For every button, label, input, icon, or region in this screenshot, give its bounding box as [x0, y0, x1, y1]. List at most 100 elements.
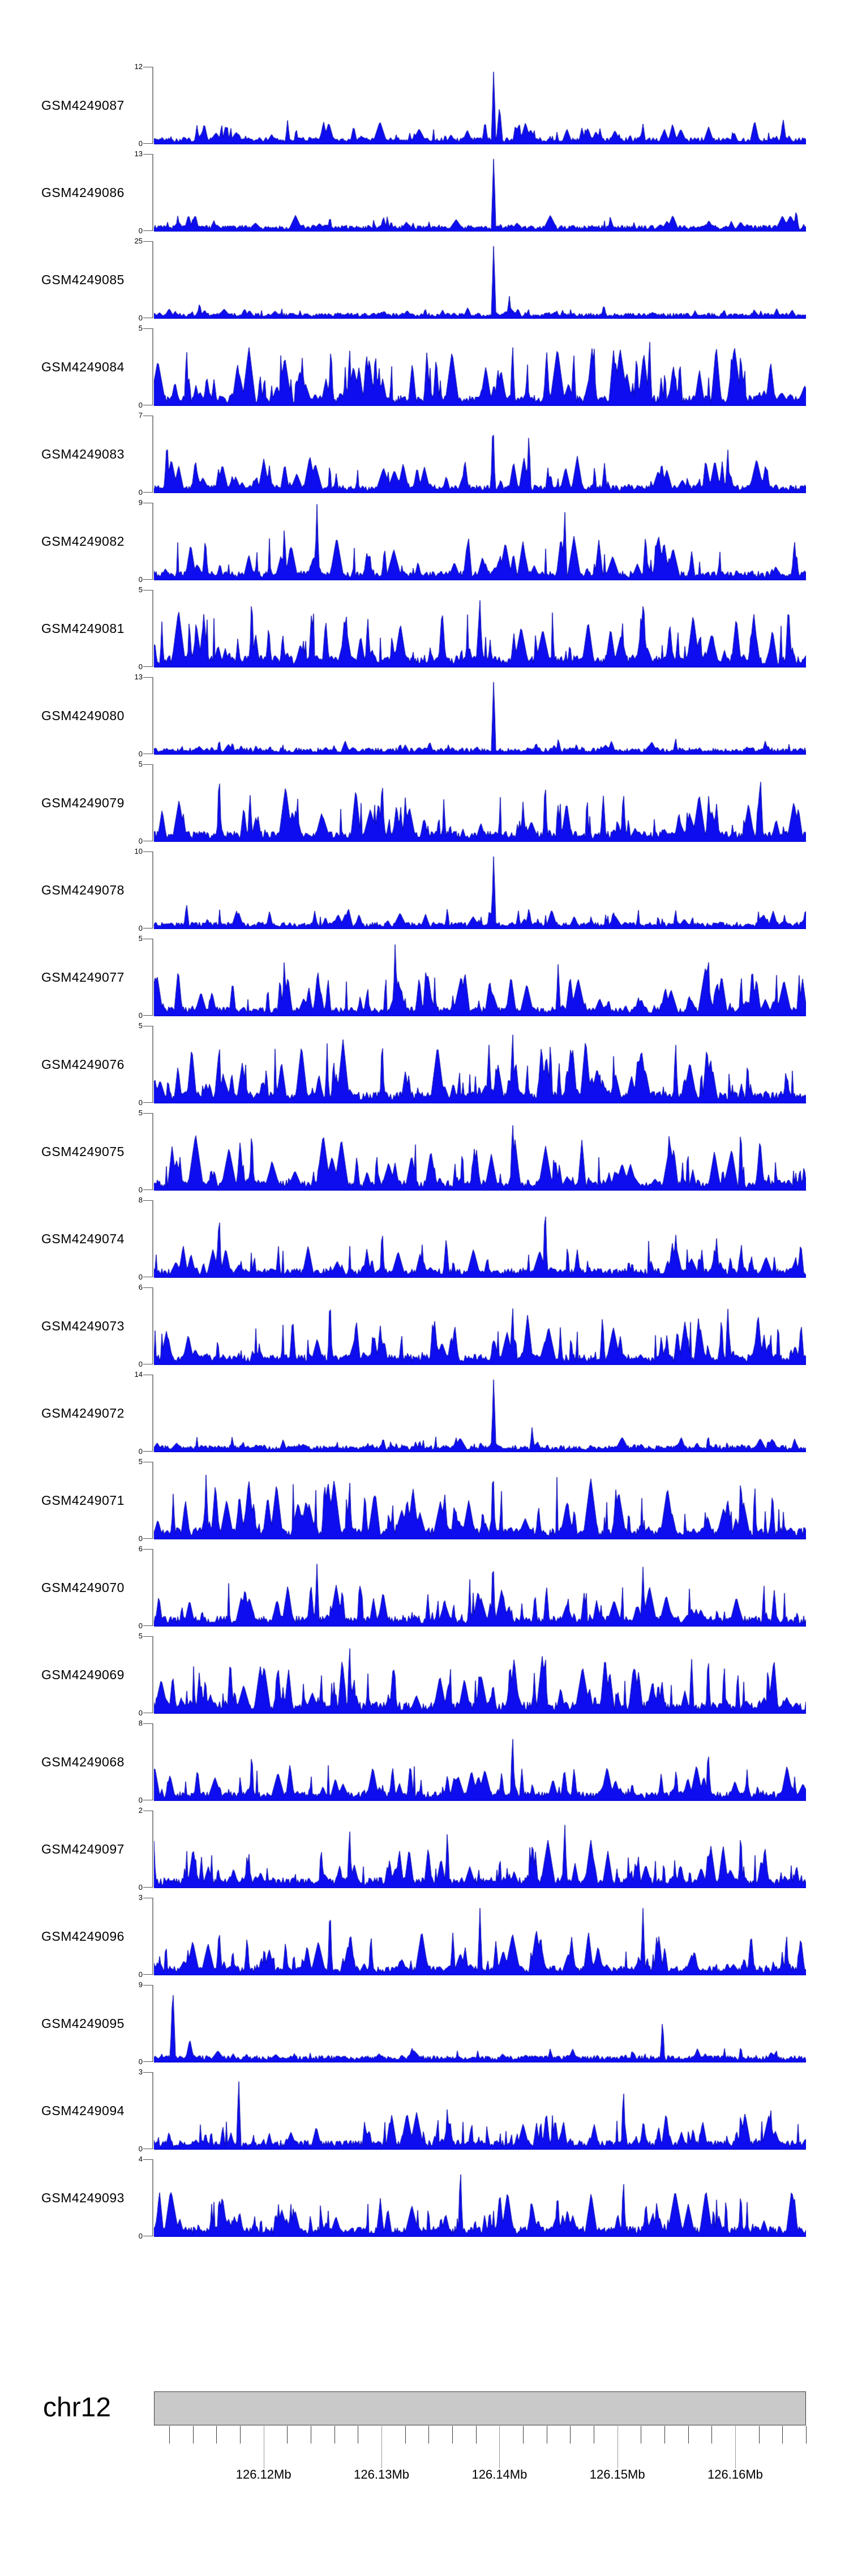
y-axis-bottom-tick	[143, 579, 153, 580]
y-axis-zero-label: 0	[138, 1447, 143, 1456]
y-axis-zero-label: 0	[138, 750, 143, 758]
signal-area-plot	[154, 764, 806, 842]
ruler-minor-tick	[216, 2426, 217, 2444]
track-label: GSM4249072	[41, 1406, 125, 1420]
y-axis-max-label: 13	[134, 673, 143, 681]
signal-area-plot	[154, 1549, 806, 1627]
y-axis-line	[152, 1462, 153, 1539]
track-row: GSM4249072 14 0	[0, 1370, 849, 1462]
signal-area-plot	[154, 328, 806, 406]
track-label: GSM4249093	[41, 2190, 125, 2205]
y-axis-bottom-tick	[143, 2061, 153, 2062]
signal-area-plot	[154, 1026, 806, 1103]
y-axis-bottom-tick	[143, 143, 153, 144]
y-axis-max-label: 6	[138, 1544, 143, 1553]
ruler-minor-tick	[688, 2426, 689, 2444]
y-axis-line	[152, 67, 153, 144]
y-axis-top-tick	[143, 1549, 153, 1550]
y-axis-bottom-tick	[143, 1974, 153, 1975]
track-row: GSM4249069 5 0	[0, 1632, 849, 1723]
ruler-minor-tick	[192, 2426, 194, 2444]
ruler-coordinate-label: 126.16Mb	[707, 2467, 763, 2481]
ruler-coordinate-label: 126.14Mb	[471, 2467, 528, 2481]
y-axis-bottom-tick	[143, 1102, 153, 1103]
track-row: GSM4249070 6 0	[0, 1544, 849, 1636]
ruler-minor-tick	[806, 2426, 807, 2444]
y-axis-line	[152, 1375, 153, 1452]
y-axis-max-label: 12	[134, 62, 143, 71]
y-axis-zero-label: 0	[138, 1273, 143, 1281]
y-axis-top-tick	[143, 241, 153, 242]
ruler-minor-tick	[523, 2426, 524, 2444]
y-axis-top-tick	[143, 2072, 153, 2073]
track-row: GSM4249074 8 0	[0, 1196, 849, 1287]
y-axis-top-tick	[143, 677, 153, 678]
track-label: GSM4249071	[41, 1493, 125, 1508]
track-label: GSM4249097	[41, 1842, 125, 1856]
y-axis-max-label: 3	[138, 1893, 143, 1902]
ruler-minor-tick	[452, 2426, 453, 2444]
y-axis-max-label: 8	[138, 1719, 143, 1727]
signal-area-plot	[154, 1287, 806, 1365]
track-row: GSM4249096 3 0	[0, 1893, 849, 1985]
y-axis-zero-label: 0	[138, 837, 143, 845]
track-label: GSM4249074	[41, 1231, 125, 1246]
ruler-major-tick	[499, 2426, 500, 2468]
signal-area-plot	[154, 1200, 806, 1278]
ruler-minor-tick	[169, 2426, 170, 2444]
y-axis-line	[152, 1636, 153, 1713]
y-axis-max-label: 2	[138, 1806, 143, 1815]
ruler-minor-tick	[758, 2426, 760, 2444]
y-axis-zero-label: 0	[138, 1970, 143, 1979]
chromosome-label: chr12	[43, 2393, 112, 2423]
y-axis-zero-label: 0	[138, 1883, 143, 1892]
track-row: GSM4249094 3 0	[0, 2068, 849, 2159]
y-axis-top-tick	[143, 154, 153, 155]
y-axis-max-label: 5	[138, 934, 143, 943]
y-axis-line	[152, 1723, 153, 1800]
y-axis-max-label: 5	[138, 324, 143, 332]
y-axis-zero-label: 0	[138, 1709, 143, 1717]
ruler-minor-tick	[428, 2426, 430, 2444]
y-axis-bottom-tick	[143, 1015, 153, 1016]
y-axis-top-tick	[143, 764, 153, 765]
y-axis-line	[152, 1811, 153, 1888]
y-axis-line	[152, 154, 153, 231]
track-label: GSM4249096	[41, 1929, 125, 1944]
y-axis-max-label: 5	[138, 1632, 143, 1640]
y-axis-zero-label: 0	[138, 575, 143, 584]
y-axis-bottom-tick	[143, 1887, 153, 1888]
y-axis-max-label: 7	[138, 411, 143, 420]
y-axis-zero-label: 0	[138, 314, 143, 322]
y-axis-top-tick	[143, 1200, 153, 1201]
y-axis-top-tick	[143, 851, 153, 852]
track-row: GSM4249080 13 0	[0, 673, 849, 764]
track-label: GSM4249070	[41, 1580, 125, 1595]
y-axis-max-label: 5	[138, 1021, 143, 1030]
track-row: GSM4249081 5 0	[0, 585, 849, 677]
signal-area-plot	[154, 1462, 806, 1539]
y-axis-zero-label: 0	[138, 1098, 143, 1107]
y-axis-line	[152, 503, 153, 580]
y-axis-zero-label: 0	[138, 139, 143, 148]
track-label: GSM4249079	[41, 795, 125, 810]
track-label: GSM4249068	[41, 1755, 125, 1769]
track-row: GSM4249068 8 0	[0, 1719, 849, 1811]
y-axis-line	[152, 1985, 153, 2062]
y-axis-max-label: 4	[138, 2155, 143, 2163]
y-axis-bottom-tick	[143, 1538, 153, 1539]
ruler-minor-tick	[475, 2426, 477, 2444]
ruler-major-tick	[735, 2426, 736, 2468]
y-axis-max-label: 9	[138, 1980, 143, 1989]
ruler-minor-tick	[405, 2426, 406, 2444]
y-axis-bottom-tick	[143, 1451, 153, 1452]
track-row: GSM4249073 6 0	[0, 1283, 849, 1375]
track-label: GSM4249078	[41, 883, 125, 897]
track-row: GSM4249087 12 0	[0, 62, 849, 154]
y-axis-zero-label: 0	[138, 2057, 143, 2066]
y-axis-line	[152, 1287, 153, 1364]
y-axis-line	[152, 1549, 153, 1626]
y-axis-max-label: 6	[138, 1283, 143, 1291]
track-row: GSM4249078 10 0	[0, 847, 849, 939]
